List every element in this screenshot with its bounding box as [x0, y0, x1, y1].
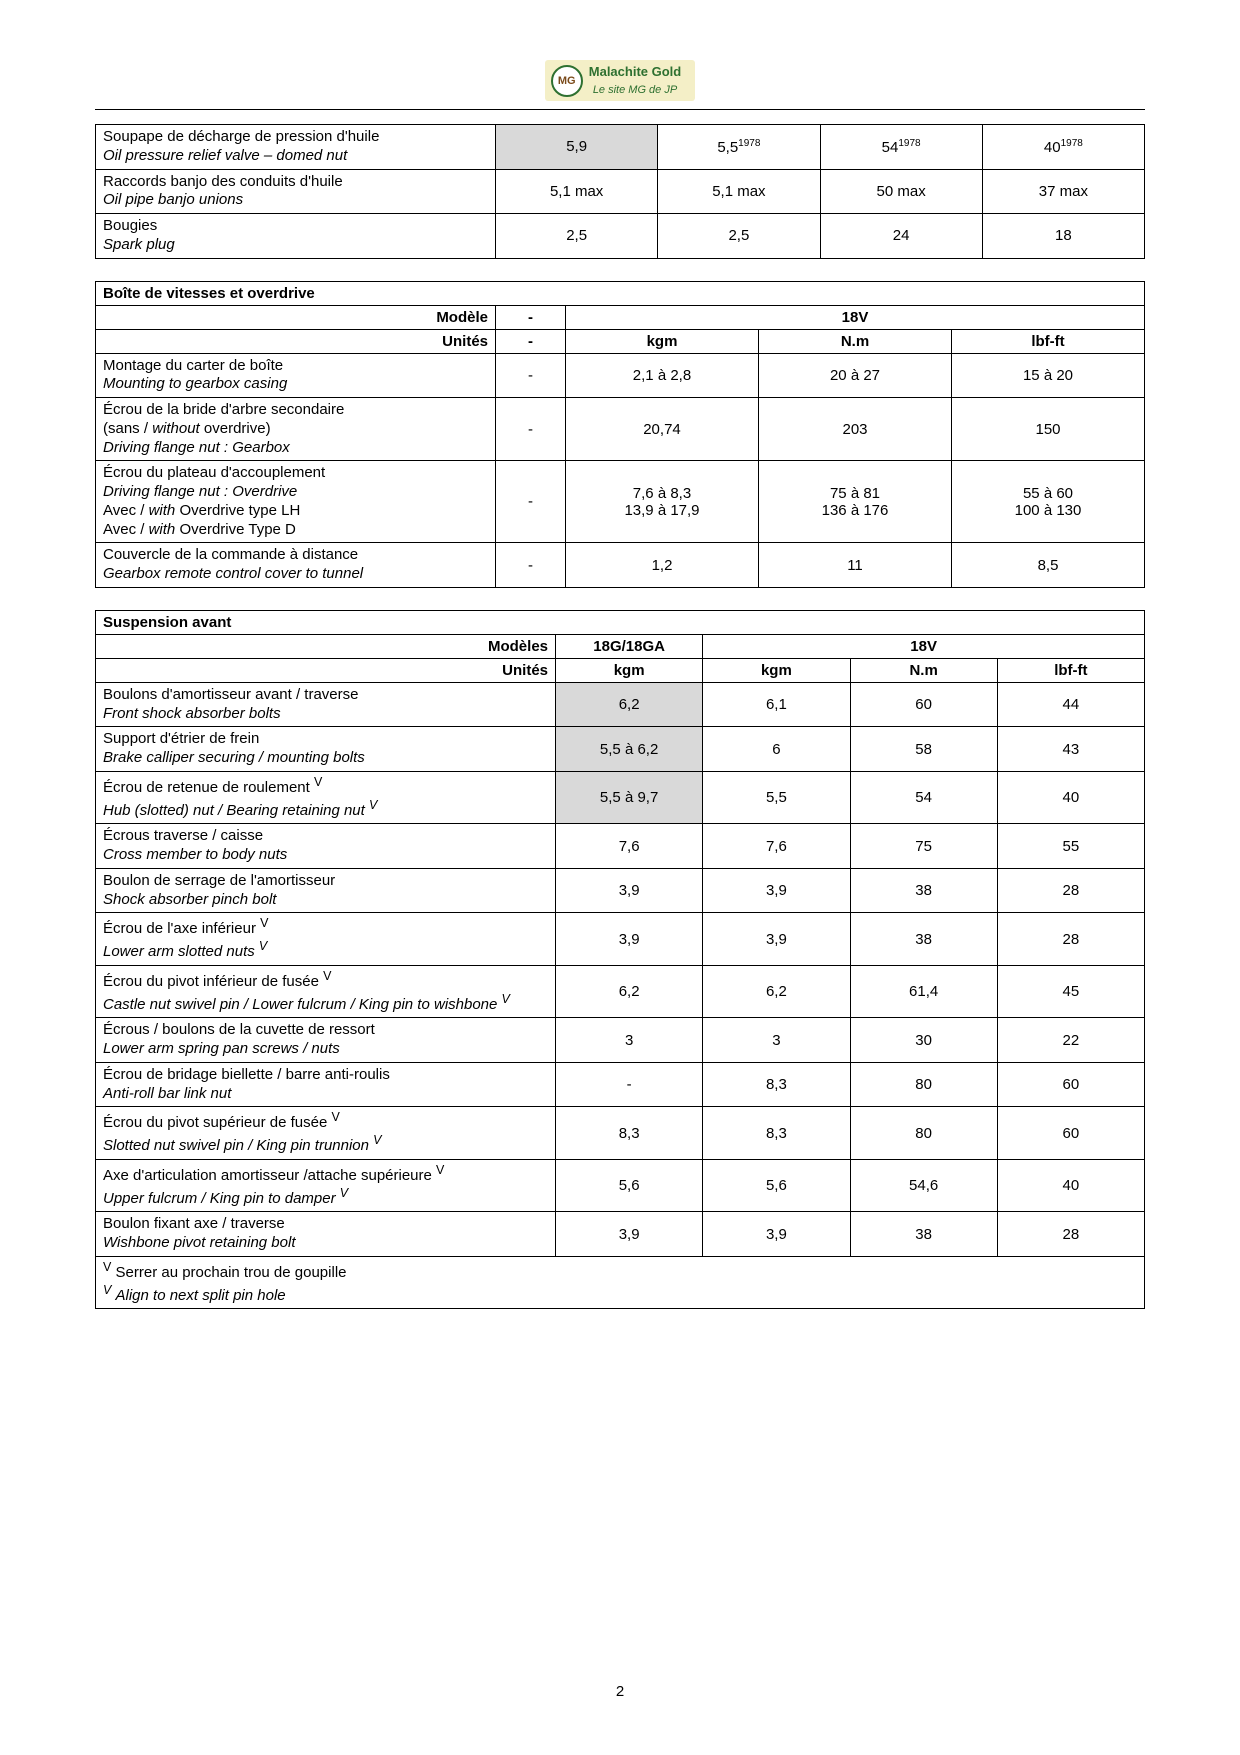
table-header-row: Modèles 18G/18GA 18V — [96, 634, 1145, 658]
table-row: Support d'étrier de freinBrake calliper … — [96, 727, 1145, 772]
table-footnote-row: V Serrer au prochain trou de goupille V … — [96, 1256, 1145, 1309]
table-front-suspension: Suspension avant Modèles 18G/18GA 18V Un… — [95, 610, 1145, 1310]
table-row: Écrou de la bride d'arbre secondaire(san… — [96, 398, 1145, 461]
logo: MG Malachite Gold Le site MG de JP — [545, 60, 695, 101]
table-row: Couvercle de la commande à distanceGearb… — [96, 543, 1145, 588]
logo-line1: Malachite Gold — [589, 64, 681, 79]
table-header-row: Modèle - 18V — [96, 305, 1145, 329]
table-row: Écrou du plateau d'accouplementDriving f… — [96, 461, 1145, 543]
table-row: Écrou du pivot supérieur de fusée VSlott… — [96, 1107, 1145, 1160]
table-engine-misc: Soupape de décharge de pression d'huile O… — [95, 124, 1145, 259]
table-units-row: Unités - kgm N.m lbf-ft — [96, 329, 1145, 353]
table-row: BougiesSpark plug 2,5 2,52418 — [96, 214, 1145, 259]
table-row: Écrou de retenue de roulement VHub (slot… — [96, 771, 1145, 824]
row-en: Oil pressure relief valve – domed nut — [103, 147, 347, 164]
table-row: Écrou de bridage biellette / barre anti-… — [96, 1062, 1145, 1107]
logo-badge: MG — [551, 65, 583, 97]
page-number: 2 — [0, 1683, 1240, 1700]
row-en: Oil pipe banjo unions — [103, 191, 243, 208]
table-row: Écrou du pivot inférieur de fusée VCastl… — [96, 965, 1145, 1018]
table-row: Boulons d'amortisseur avant / traverseFr… — [96, 682, 1145, 727]
logo-line2: Le site MG de JP — [593, 84, 677, 96]
table-row: Écrous traverse / caisseCross member to … — [96, 824, 1145, 869]
row-fr: Bougies — [103, 217, 157, 234]
logo-text: Malachite Gold Le site MG de JP — [589, 64, 681, 97]
header-rule — [95, 109, 1145, 110]
table-row: Axe d'articulation amortisseur /attache … — [96, 1159, 1145, 1212]
table-row: Soupape de décharge de pression d'huile O… — [96, 125, 1145, 170]
table-row: Boulon fixant axe / traverseWishbone piv… — [96, 1212, 1145, 1257]
table-gearbox: Boîte de vitesses et overdrive Modèle - … — [95, 281, 1145, 588]
table-row: Écrou de l'axe inférieur VLower arm slot… — [96, 913, 1145, 966]
table-row: Boulon de serrage de l'amortisseurShock … — [96, 868, 1145, 913]
table-title-row: Boîte de vitesses et overdrive — [96, 281, 1145, 305]
table-title-row: Suspension avant — [96, 610, 1145, 634]
row-fr: Raccords banjo des conduits d'huile — [103, 173, 343, 190]
table-row: Raccords banjo des conduits d'huileOil p… — [96, 169, 1145, 214]
table-row: Écrous / boulons de la cuvette de ressor… — [96, 1018, 1145, 1063]
table-units-row: Unités kgm kgm N.m lbf-ft — [96, 658, 1145, 682]
table-row: Montage du carter de boîteMounting to ge… — [96, 353, 1145, 398]
page-header: MG Malachite Gold Le site MG de JP — [95, 60, 1145, 101]
row-fr: Soupape de décharge de pression d'huile — [103, 128, 379, 145]
row-en: Spark plug — [103, 236, 175, 253]
